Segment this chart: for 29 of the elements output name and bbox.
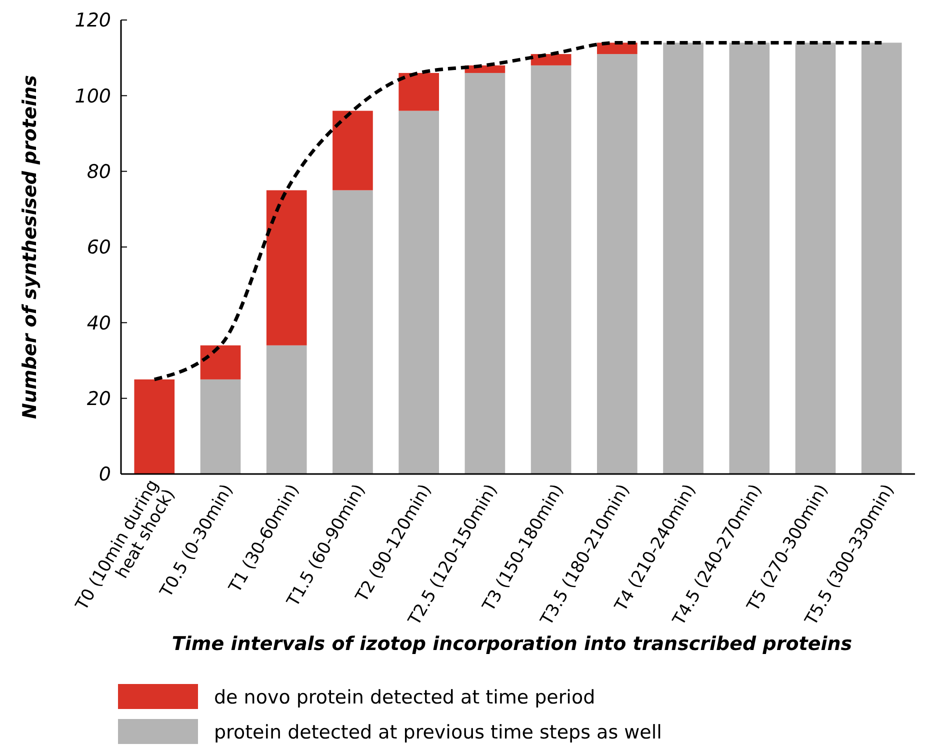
bar [200,379,241,474]
x-axis-title: Time intervals of izotop incorporation into transcribed proteins [172,633,852,655]
bar [597,54,638,474]
bar [200,345,241,380]
y-tick-label: 120 [74,10,111,32]
y-tick-label: 40 [86,312,111,334]
bar [134,379,175,474]
bar [398,110,439,474]
y-tick-label: 60 [86,236,111,259]
bar [398,72,439,111]
bar [729,42,770,474]
bar [861,42,902,474]
bar [530,65,572,474]
bar [266,190,307,346]
y-tick-label: 0 [98,464,111,486]
bar [663,42,704,474]
y-tick-label: 20 [86,388,111,410]
bar [795,42,836,474]
y-axis-title: Number of synthesised proteins [19,75,41,419]
legend-label: protein detected at previous time steps as well [214,722,662,744]
y-tick-label: 80 [86,160,111,183]
bar [332,190,373,474]
bar [530,54,572,66]
bar [266,345,307,474]
line-series [152,40,884,382]
bar [464,72,506,474]
legend-label: de novo protein detected at time period [214,686,596,709]
y-tick-label: 100 [74,85,111,108]
bar [332,110,373,190]
